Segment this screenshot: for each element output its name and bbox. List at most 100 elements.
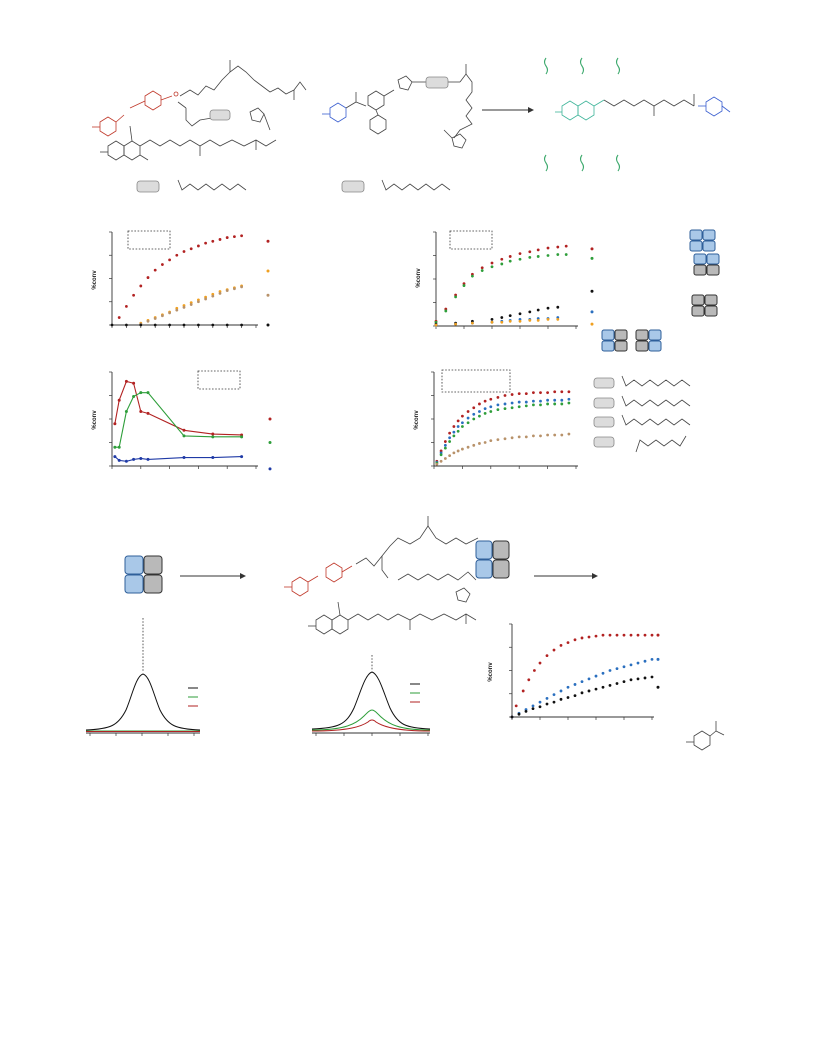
arrowhead-bottom-1 [240, 573, 246, 579]
chart-e-point-blue2 [629, 663, 633, 667]
trace-black-left [85, 673, 201, 731]
chart-d-point-red [461, 414, 464, 418]
protein-icon-b2 [693, 253, 720, 276]
chart-c-point-blue [240, 455, 244, 459]
chromatogram-left [85, 673, 201, 736]
chart-d-point-red [443, 440, 447, 443]
chart-d-point-tan [435, 462, 439, 466]
chart-c-point-blue [132, 457, 136, 461]
chart-e-ylabel: %conv [488, 662, 494, 682]
chart-b-label-box [449, 230, 493, 250]
chart-d-point-blue2 [546, 398, 549, 402]
chart-b-point-orange [500, 320, 504, 324]
key-pill-left [136, 180, 160, 193]
chart-d-point-tan [448, 454, 452, 458]
chart-d-point-green [517, 405, 521, 409]
chart-a-point-tan [153, 317, 157, 320]
chart-c-point-blue [117, 458, 121, 462]
chart-a-point-black [182, 323, 186, 327]
chart-d-axes [433, 372, 578, 467]
chart-c-point-red [124, 379, 128, 383]
chart-e-point-red [552, 648, 556, 652]
chart-e-point-black [517, 712, 521, 716]
chart-d-point-green [560, 402, 564, 406]
chart-d-point-blue2 [443, 443, 447, 447]
chart-b-point-green [462, 284, 466, 287]
chart-b-point-orange [454, 322, 457, 326]
chart-b-point-orange [434, 323, 438, 327]
chart-b-point-orange [471, 321, 474, 325]
chart-a-point-tan [197, 300, 200, 304]
arrowhead-top [528, 107, 534, 113]
chart-b-point-green [471, 274, 474, 278]
chart-a-point-tan [233, 287, 236, 291]
chart-e-point-blue2 [531, 704, 535, 708]
chart-e-point-red [601, 633, 605, 637]
chart-d-point-red [452, 425, 456, 428]
trace-black-mid [311, 671, 431, 730]
chart-b-point-black [546, 306, 550, 310]
chart-b-point-green [546, 254, 550, 257]
chart-d-point-red [532, 391, 535, 395]
chart-c-point-green [182, 434, 186, 438]
chart-e-point-blue2 [615, 667, 619, 671]
chart-d-point-blue2 [452, 430, 456, 434]
chart-b-point-orange [508, 319, 512, 323]
chart-d-point-green [539, 403, 542, 407]
chart-b-point-red [508, 255, 512, 258]
chart-d-point-blue2 [567, 397, 571, 401]
chart-e-point-black [650, 675, 654, 679]
chart-b-point-green [518, 257, 522, 261]
chart-d-point-blue2 [496, 403, 500, 407]
chart-a-point-tan [225, 289, 229, 292]
chart-b-end-mark-black [590, 289, 594, 293]
chart-e-point-black [524, 710, 528, 713]
chart-b-point-orange [490, 320, 494, 324]
chart-e-point-black [580, 691, 584, 695]
chart-d-point-green [439, 453, 443, 457]
chart-b-point-orange [556, 318, 560, 321]
chart-d-point-tan [483, 441, 487, 444]
chart-e-point-black [510, 715, 514, 719]
chart-c-point-green [146, 391, 150, 395]
chart-d-point-tan [443, 457, 447, 460]
chart-c-end-mark-blue [268, 467, 272, 471]
chart-b-point-red [518, 252, 522, 256]
chart-e-point-black [622, 680, 626, 684]
protein-icon-b5 [635, 329, 662, 352]
chart-d-point-green [503, 407, 507, 411]
chart-d-point-green [524, 404, 528, 408]
chart-e-point-black [573, 694, 577, 698]
chart-e-point-black [531, 707, 535, 711]
chart-d-point-tan [510, 436, 514, 440]
chart-d-point-blue2 [448, 436, 452, 440]
chart-b-point-red [480, 266, 484, 270]
chart-a-point-red [132, 293, 136, 297]
chart-d-point-red [524, 392, 528, 396]
chart-d-point-blue2 [478, 410, 481, 413]
linker-pill-left [209, 109, 231, 121]
chart-b-point-black [518, 312, 522, 316]
chart-e-point-red [527, 678, 531, 682]
chart-d-point-green [496, 408, 500, 411]
legend-chain-1 [621, 375, 691, 387]
protein-icon-b3 [691, 294, 718, 317]
chart-b-end-mark-orange [590, 322, 594, 326]
chart-d-point-tan [466, 445, 470, 449]
chart-a-point-tan [189, 303, 193, 306]
chart-d-point-tan [439, 459, 443, 463]
chart-b-point-black [528, 310, 532, 314]
chart-d-point-green [472, 417, 476, 421]
chart-d-point-tan [503, 437, 507, 441]
chart-e-point-blue2 [650, 657, 654, 661]
chart-e-end-mark-red [656, 633, 660, 637]
chart-a-point-tan [211, 294, 215, 298]
chart-d-point-blue2 [553, 398, 557, 402]
chart-a-point-black [168, 323, 172, 327]
protein-icon-b1 [689, 229, 716, 252]
chart-e-point-black [538, 705, 542, 709]
chart-a-point-red [125, 305, 128, 308]
chart-e-point-red [559, 643, 563, 647]
chart-e-end-mark-black [656, 685, 660, 689]
chart-b-point-green [556, 253, 560, 256]
